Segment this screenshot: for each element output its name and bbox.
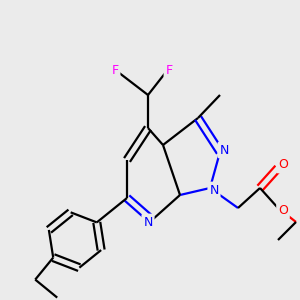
Text: N: N — [209, 184, 219, 196]
Text: N: N — [143, 215, 153, 229]
Text: F: F — [165, 64, 172, 76]
Text: O: O — [278, 158, 288, 172]
Text: F: F — [111, 64, 118, 76]
Text: N: N — [219, 143, 229, 157]
Text: O: O — [278, 205, 288, 218]
